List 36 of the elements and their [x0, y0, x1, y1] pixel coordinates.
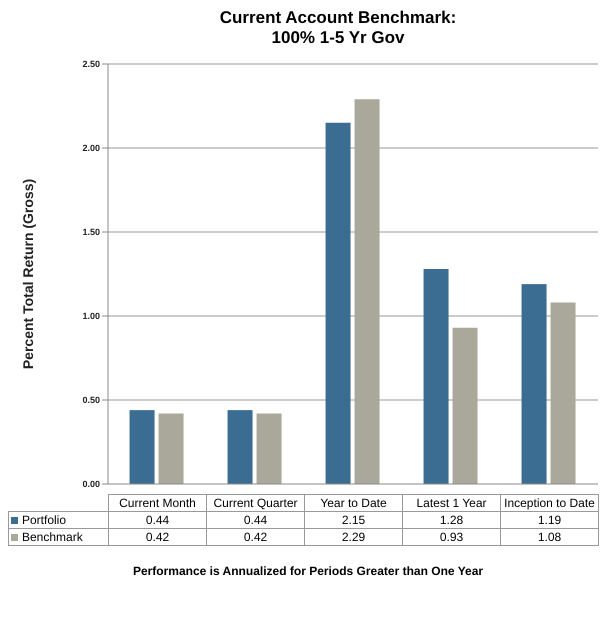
data-label: 0.42 — [206, 528, 304, 546]
legend-label: Benchmark — [8, 528, 108, 546]
data-label: 0.93 — [402, 528, 500, 546]
bar — [130, 410, 155, 484]
data-label: 0.44 — [108, 512, 206, 528]
y-tick-label: 0.00 — [82, 479, 100, 490]
bar — [256, 413, 282, 484]
bar — [550, 302, 576, 484]
data-label: 1.28 — [402, 512, 500, 528]
legend-label: Portfolio — [8, 512, 108, 528]
bar — [452, 328, 478, 484]
y-tick-label: 0.50 — [82, 395, 100, 406]
bar — [522, 284, 547, 484]
data-label: 0.42 — [108, 528, 206, 546]
bar — [424, 268, 449, 484]
x-tick-label: Year to Date — [304, 494, 402, 512]
data-label: 1.08 — [500, 528, 598, 546]
y-tick-label: 2.00 — [82, 143, 100, 154]
x-tick-label: Current Quarter — [206, 494, 304, 512]
data-label: 2.15 — [304, 512, 402, 528]
y-tick-label: 2.50 — [82, 59, 100, 70]
bar — [326, 122, 351, 484]
bar — [228, 410, 253, 484]
x-tick-label: Inception to Date — [500, 494, 598, 512]
x-tick-label: Current Month — [108, 494, 206, 512]
x-tick-label: Latest 1 Year — [402, 494, 500, 512]
chart-title: Current Account Benchmark: 100% 1-5 Yr Gov — [218, 8, 458, 48]
bar — [158, 413, 184, 484]
y-axis-title: Percent Total Return (Gross) — [20, 178, 36, 370]
y-tick-label: 1.50 — [82, 227, 100, 238]
bar — [354, 99, 380, 484]
data-label: 1.19 — [500, 512, 598, 528]
data-label: 2.29 — [304, 528, 402, 546]
text: Performance is Annualized for Periods Greater than One Year — [132, 564, 484, 578]
data-label: 0.44 — [206, 512, 304, 528]
y-tick-label: 1.00 — [82, 311, 100, 322]
